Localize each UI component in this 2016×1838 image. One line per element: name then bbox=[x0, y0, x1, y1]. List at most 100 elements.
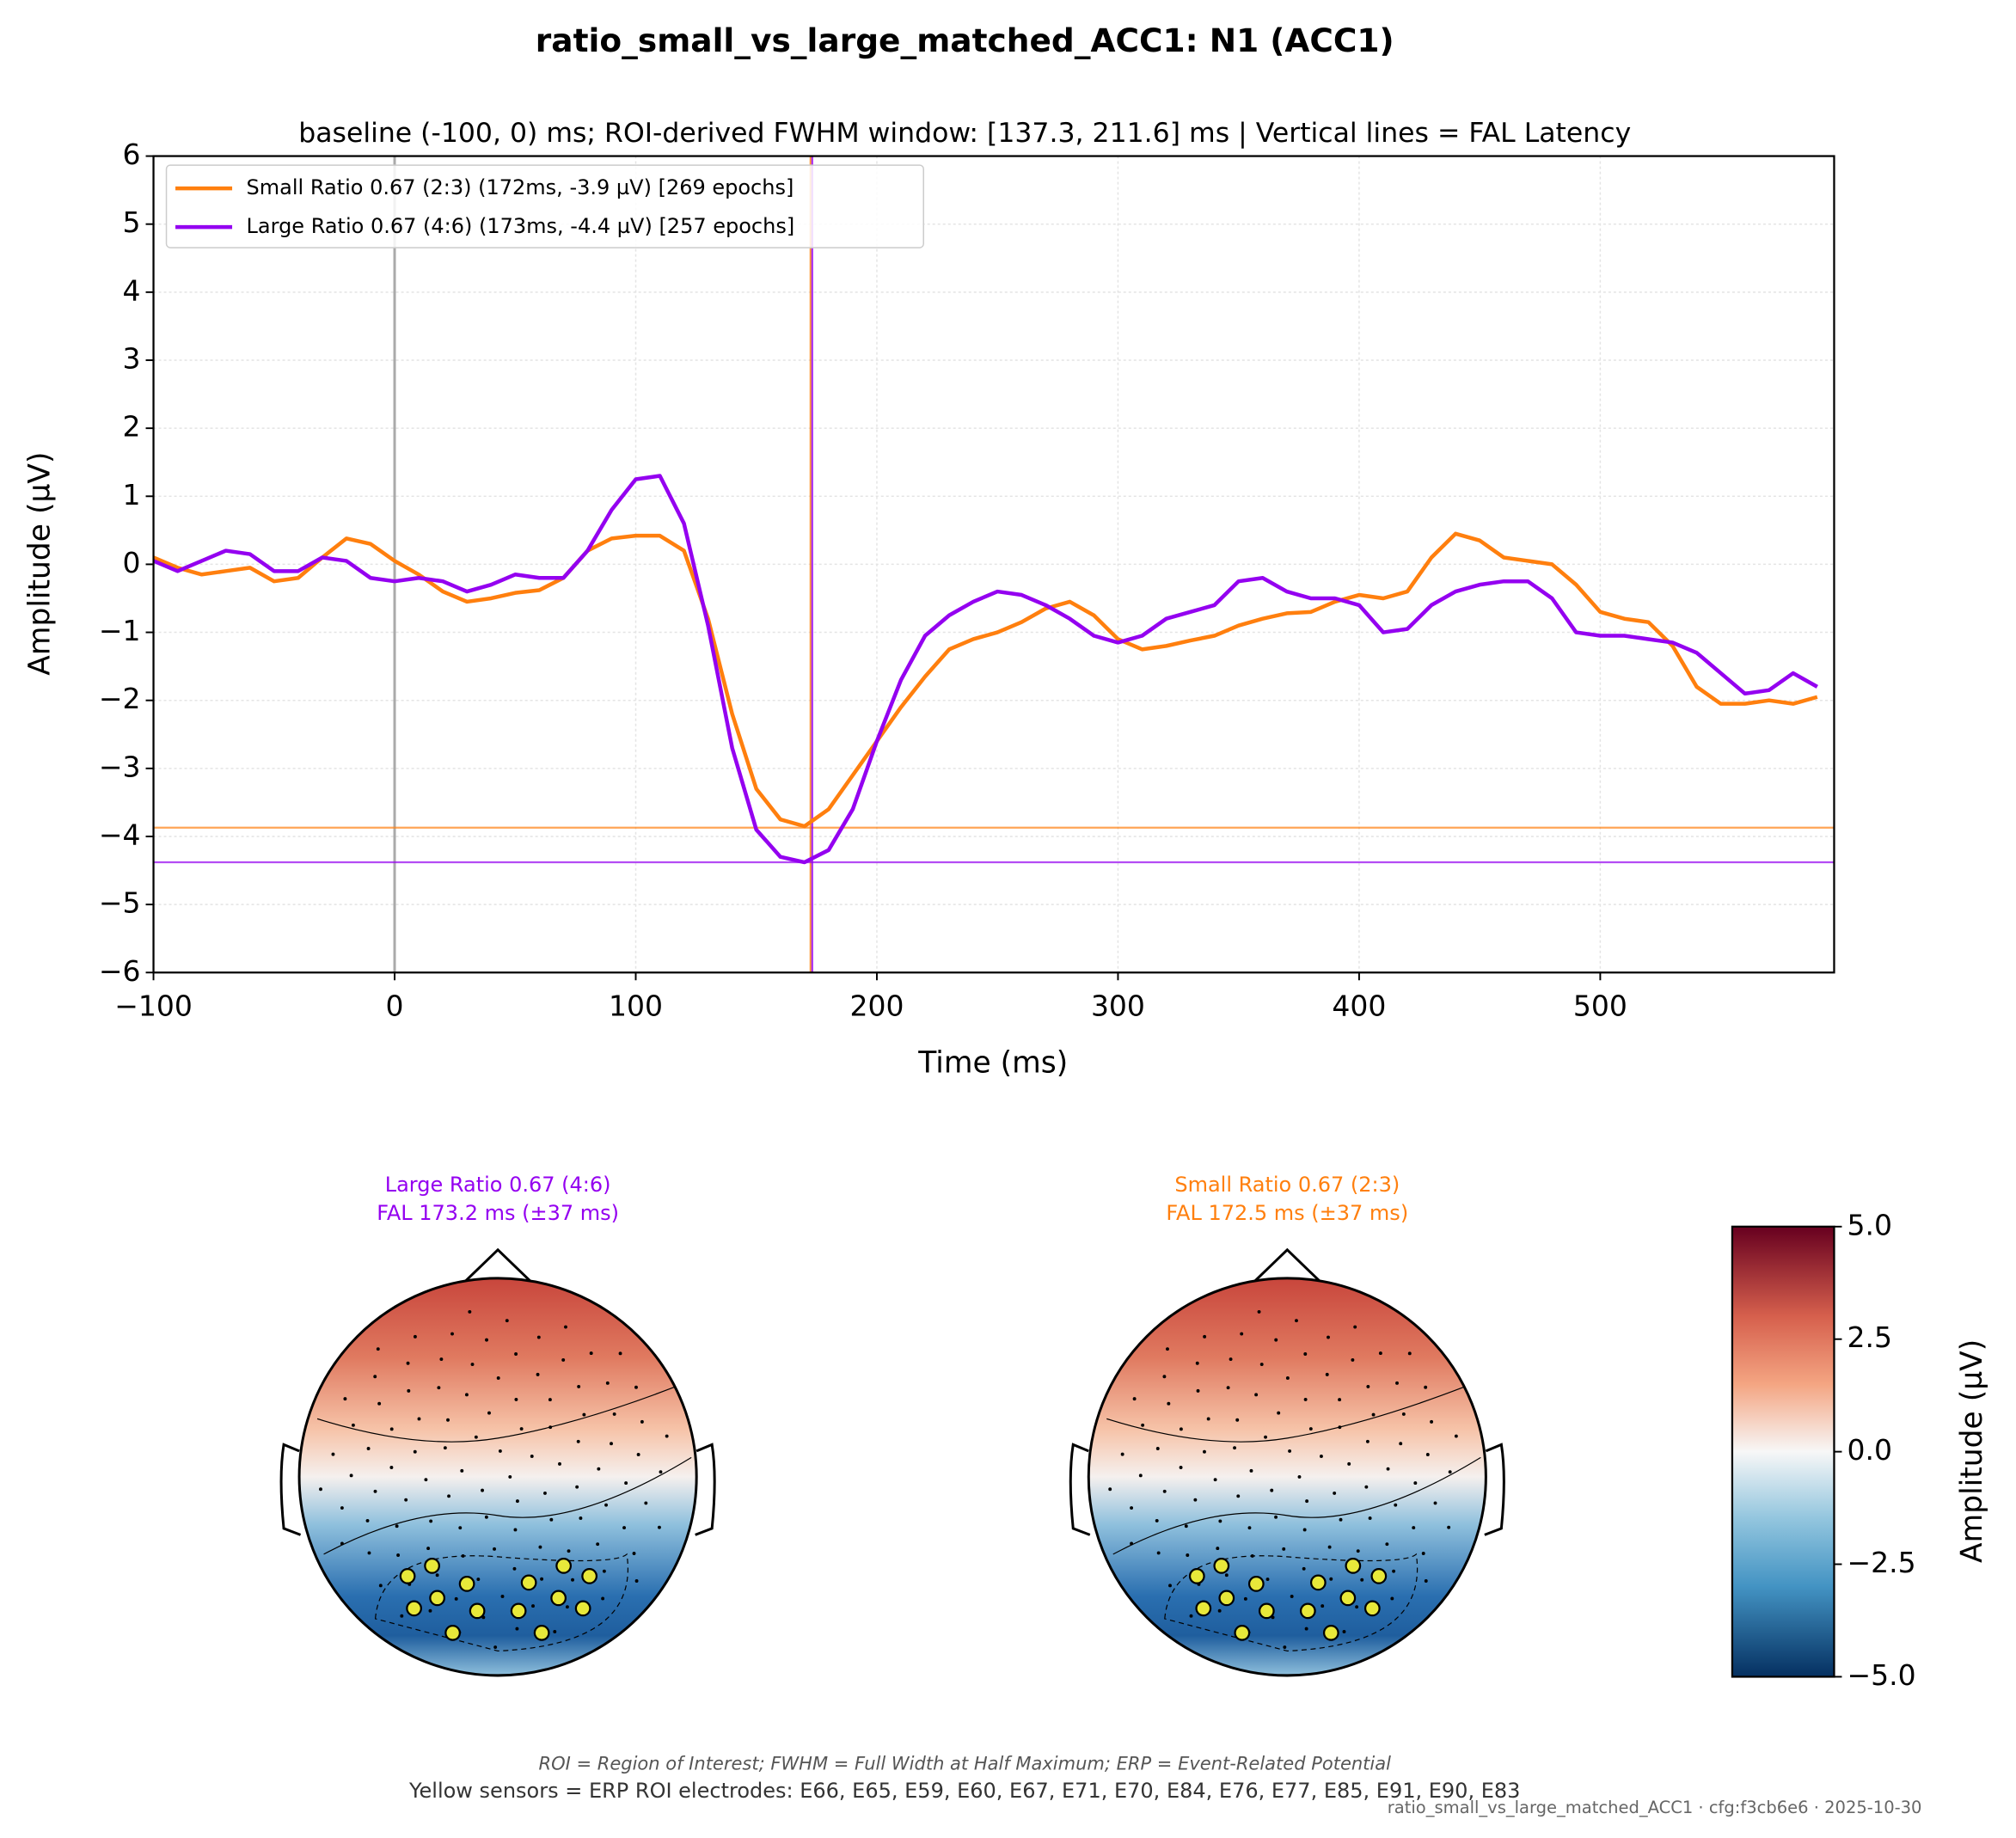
sensor bbox=[1218, 1519, 1222, 1523]
sensor bbox=[657, 1525, 661, 1529]
roi-sensor bbox=[1322, 1625, 1339, 1641]
sensor bbox=[454, 1596, 458, 1601]
y-tick-label: 3 bbox=[123, 341, 141, 375]
sensor bbox=[538, 1545, 542, 1549]
sensor bbox=[602, 1569, 606, 1573]
sensor bbox=[1285, 1375, 1290, 1380]
sensor bbox=[1425, 1452, 1430, 1456]
roi-sensor bbox=[574, 1600, 591, 1617]
sensor bbox=[470, 1363, 475, 1366]
roi-sensor bbox=[581, 1568, 598, 1584]
topomap-ear bbox=[1069, 1443, 1091, 1536]
sensor bbox=[548, 1425, 553, 1430]
sensor bbox=[1216, 1547, 1220, 1551]
sensor bbox=[564, 1325, 567, 1329]
sensor bbox=[460, 1468, 464, 1473]
roi-sensor bbox=[1213, 1558, 1230, 1574]
footer-stamp: ratio_small_vs_large_matched_ACC1 · cfg:… bbox=[1388, 1798, 1922, 1817]
sensor bbox=[406, 1361, 410, 1365]
sensor bbox=[395, 1524, 399, 1529]
sensor bbox=[389, 1427, 394, 1431]
sensor bbox=[1327, 1545, 1332, 1549]
sensor bbox=[435, 1573, 439, 1578]
legend-label: Small Ratio 0.67 (2:3) (172ms, -3.9 µV) … bbox=[247, 175, 794, 199]
sensor bbox=[519, 1427, 524, 1431]
sensor bbox=[612, 1412, 616, 1416]
roi-sensor bbox=[1218, 1590, 1235, 1607]
sensor bbox=[610, 1442, 613, 1446]
sensor bbox=[1184, 1524, 1188, 1529]
sensor bbox=[1224, 1573, 1229, 1578]
roi-sensor bbox=[399, 1568, 416, 1584]
sensor bbox=[1108, 1487, 1112, 1492]
sensor bbox=[1333, 1491, 1337, 1495]
sensor bbox=[567, 1549, 571, 1553]
sensor bbox=[549, 1517, 554, 1522]
y-axis-label: Amplitude (µV) bbox=[23, 452, 58, 676]
sensor bbox=[1162, 1375, 1167, 1379]
sensor bbox=[319, 1487, 322, 1492]
sensor bbox=[1290, 1595, 1294, 1598]
sensor bbox=[376, 1347, 380, 1351]
sensor bbox=[1203, 1334, 1207, 1339]
topomap-title: FAL 173.2 ms (±37 ms) bbox=[377, 1201, 619, 1225]
sensor bbox=[1304, 1627, 1308, 1631]
sensor bbox=[461, 1553, 465, 1558]
sensor bbox=[1407, 1351, 1412, 1356]
sensor bbox=[640, 1419, 644, 1424]
sensor bbox=[1390, 1596, 1394, 1601]
sensor bbox=[389, 1466, 394, 1469]
roi-sensor bbox=[1345, 1558, 1362, 1574]
sensor bbox=[1265, 1578, 1270, 1581]
sensor bbox=[428, 1608, 432, 1613]
sensor bbox=[508, 1474, 512, 1479]
roi-sensor bbox=[458, 1576, 475, 1592]
roi-sensor bbox=[520, 1574, 537, 1591]
sensor bbox=[1319, 1454, 1323, 1458]
sensor bbox=[1399, 1442, 1403, 1446]
x-tick-label: 100 bbox=[609, 989, 663, 1022]
sensor bbox=[1264, 1435, 1267, 1439]
sensor bbox=[1305, 1499, 1309, 1504]
y-tick-label: 0 bbox=[123, 546, 141, 579]
sensor bbox=[1120, 1452, 1124, 1456]
sensor bbox=[496, 1375, 500, 1380]
sensor bbox=[1303, 1352, 1308, 1356]
sensor bbox=[589, 1351, 593, 1356]
sensor bbox=[349, 1473, 353, 1478]
sensor bbox=[1413, 1481, 1418, 1486]
sensor bbox=[1249, 1468, 1253, 1473]
sensor bbox=[515, 1499, 519, 1504]
sensor bbox=[597, 1467, 601, 1471]
sensor bbox=[1347, 1461, 1351, 1466]
sensor bbox=[514, 1397, 518, 1401]
x-tick-label: 300 bbox=[1091, 989, 1145, 1022]
y-tick-label: −3 bbox=[99, 750, 141, 783]
y-tick-label: 1 bbox=[123, 478, 141, 512]
roi-sensor bbox=[1339, 1590, 1357, 1607]
topomap-title: Small Ratio 0.67 (2:3) bbox=[1174, 1173, 1400, 1197]
sensor bbox=[1240, 1332, 1244, 1336]
sensor bbox=[1355, 1605, 1359, 1609]
sensor bbox=[1386, 1467, 1390, 1471]
sensor bbox=[404, 1498, 408, 1502]
series-line bbox=[152, 531, 1818, 829]
sensor bbox=[366, 1447, 371, 1450]
colorbar-tick-label: 2.5 bbox=[1847, 1320, 1891, 1354]
sensor bbox=[1378, 1351, 1382, 1356]
sensor bbox=[446, 1418, 450, 1422]
sensor bbox=[450, 1332, 454, 1336]
sensor bbox=[1156, 1551, 1161, 1555]
y-tick-label: 6 bbox=[123, 138, 141, 171]
sensor bbox=[1155, 1518, 1159, 1522]
sensor bbox=[558, 1461, 561, 1466]
sensor bbox=[500, 1595, 505, 1598]
sensor bbox=[1166, 1347, 1169, 1351]
contour bbox=[323, 1456, 692, 1555]
sensor bbox=[1257, 1309, 1261, 1314]
sensor bbox=[601, 1596, 605, 1601]
sensor bbox=[1233, 1446, 1237, 1450]
topomap-ear bbox=[695, 1443, 716, 1536]
sensor bbox=[1338, 1398, 1342, 1402]
topomap-title: FAL 172.5 ms (±37 ms) bbox=[1166, 1201, 1408, 1225]
